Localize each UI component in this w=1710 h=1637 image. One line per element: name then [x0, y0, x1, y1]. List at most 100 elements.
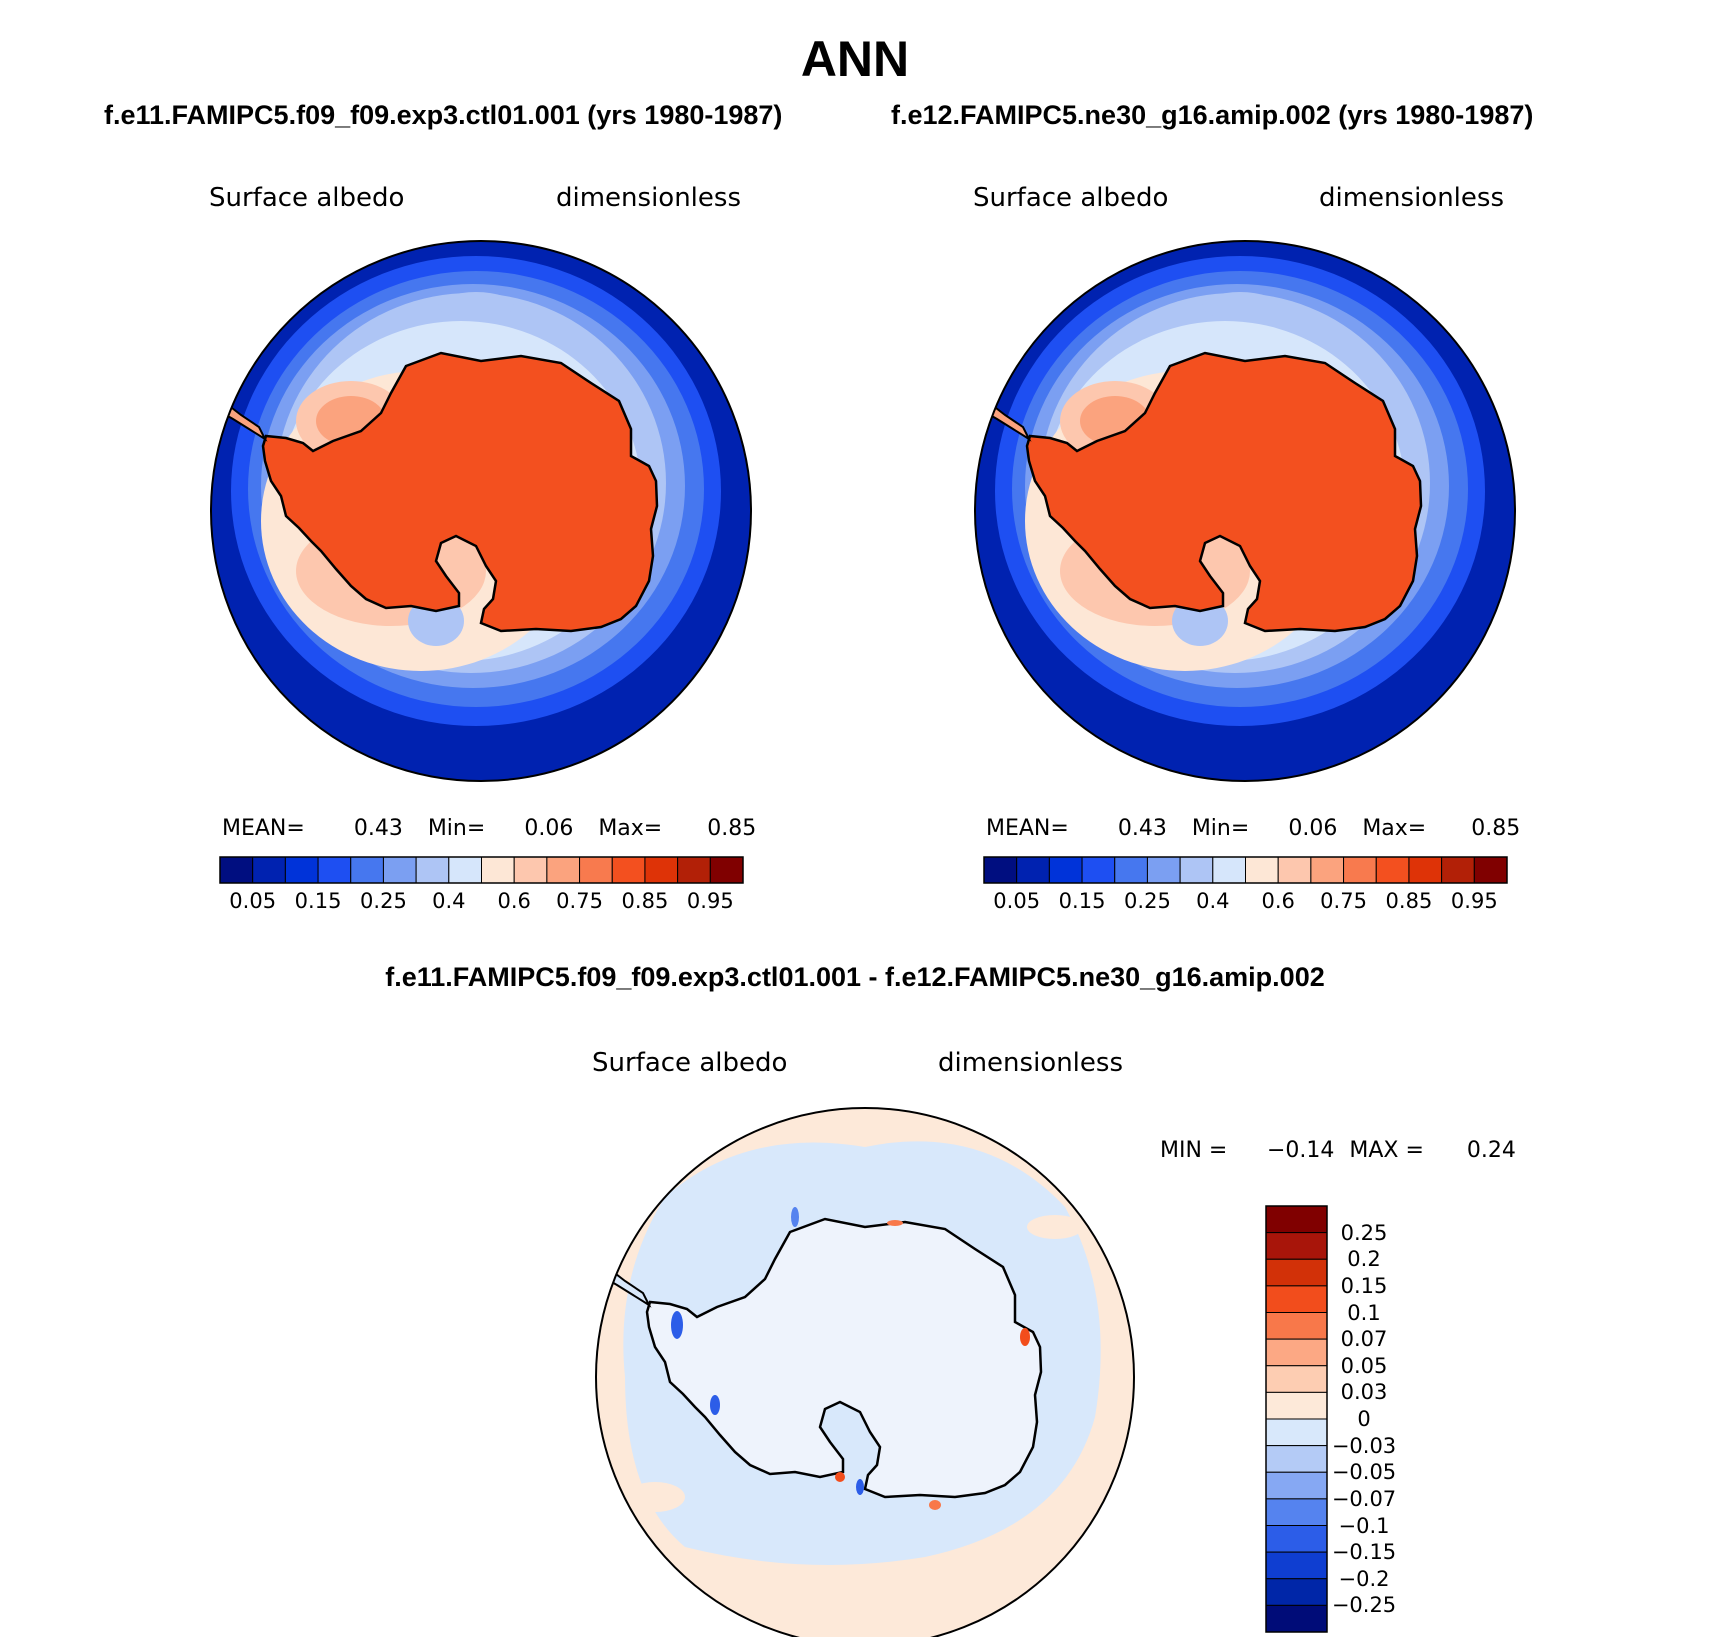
stats-right: MEAN= 0.43 Min= 0.06 Max= 0.85 — [986, 816, 1520, 841]
colorbar-swatch — [1265, 1578, 1328, 1606]
colorbar-swatch — [579, 856, 613, 884]
mean-label: MEAN= — [986, 816, 1069, 841]
case-title-left: f.e11.FAMIPC5.f09_f09.exp3.ctl01.001 (yr… — [104, 100, 783, 130]
page-title: ANN — [800, 31, 910, 87]
mean-value: 0.43 — [1117, 816, 1167, 841]
polar-map-right — [975, 241, 1515, 781]
colorbar-tick-label: 0.05 — [229, 889, 277, 913]
colorbar-swatch — [1408, 856, 1443, 884]
colorbar-swatch — [1265, 1258, 1328, 1287]
colorbar-tick-label: −0.03 — [1331, 1433, 1397, 1458]
colorbar-swatch — [1265, 1205, 1328, 1234]
colorbar-swatch — [415, 856, 450, 884]
colorbar-swatch — [382, 856, 417, 884]
colorbar-tick-label: 0.07 — [1340, 1327, 1388, 1352]
mean-label: MEAN= — [222, 816, 305, 841]
colorbar-tick-label: −0.25 — [1331, 1593, 1397, 1618]
colorbar-swatch — [1265, 1551, 1328, 1580]
colorbar-swatch — [983, 856, 1018, 884]
colorbar-tick-label: 0.6 — [1261, 889, 1295, 913]
colorbar-tick-label: −0.15 — [1331, 1540, 1397, 1565]
colorbar-tick-label: 0.85 — [1385, 889, 1433, 913]
colorbar-tick-label: 0.03 — [1340, 1380, 1388, 1405]
variable-label-difference: Surface albedo — [592, 1048, 788, 1078]
colorbar-tick-label: 0 — [1357, 1407, 1371, 1431]
colorbar-swatch — [1265, 1312, 1328, 1340]
colorbar-swatch — [317, 856, 352, 884]
colorbar-tick-label: 0.2 — [1347, 1247, 1381, 1272]
colorbar-swatch — [1081, 856, 1116, 884]
colorbar-swatch — [1114, 856, 1148, 884]
colorbar-tick-label: 0.05 — [993, 889, 1041, 913]
colorbar-swatch — [1265, 1604, 1328, 1633]
min-value: 0.06 — [524, 816, 574, 841]
colorbar-tick-label: 0.05 — [1340, 1353, 1388, 1378]
colorbar-outline — [219, 856, 744, 884]
colorbar-outline — [1265, 1205, 1328, 1633]
variable-label-right: Surface albedo — [973, 183, 1169, 213]
colorbar-tick-label: −0.07 — [1331, 1486, 1397, 1511]
colorbar-swatch — [1265, 1498, 1328, 1526]
colorbar-swatch — [1245, 856, 1279, 884]
colorbar-tick-label: 0.4 — [432, 889, 466, 913]
colorbar-tick-label: 0.25 — [1340, 1220, 1388, 1245]
colorbar-swatch — [1048, 856, 1083, 884]
colorbar-tick-label: 0.25 — [1124, 889, 1171, 913]
min-label: Min= — [1191, 816, 1250, 841]
colorbar-difference — [1265, 1205, 1328, 1633]
colorbar-swatch — [252, 856, 286, 884]
colorbar-tick-label: 0.25 — [360, 889, 407, 913]
colorbar-swatch — [1265, 1445, 1328, 1473]
colorbar-left — [219, 856, 744, 884]
colorbar-swatch — [1375, 856, 1410, 884]
colorbar-swatch — [1277, 856, 1312, 884]
colorbar-swatch — [1310, 856, 1345, 884]
colorbar-tick-label: 0.15 — [1340, 1273, 1388, 1298]
max-label: MAX = — [1349, 1138, 1424, 1163]
min-value: 0.06 — [1288, 816, 1338, 841]
colorbar-tick-label: 0.4 — [1196, 889, 1230, 913]
colorbar-swatch — [1265, 1338, 1328, 1367]
max-label: Max= — [598, 816, 663, 841]
colorbar-swatch — [709, 856, 744, 884]
colorbar-swatch — [1265, 1365, 1328, 1393]
min-value: −0.14 — [1266, 1138, 1335, 1163]
max-value: 0.85 — [707, 816, 757, 841]
stats-left: MEAN= 0.43 Min= 0.06 Max= 0.85 — [222, 816, 756, 841]
colorbar-tick-label: 0.6 — [497, 889, 531, 913]
colorbar-right — [983, 856, 1508, 884]
colorbar-outline — [983, 856, 1508, 884]
colorbar-swatch — [1146, 856, 1181, 884]
colorbar-swatch — [546, 856, 581, 884]
colorbar-tick-label: 0.85 — [621, 889, 669, 913]
colorbar-swatch — [1265, 1232, 1328, 1260]
colorbar-swatch — [284, 856, 319, 884]
colorbar-swatch — [1265, 1391, 1328, 1420]
colorbar-swatch — [448, 856, 482, 884]
colorbar-tick-label: −0.2 — [1338, 1566, 1390, 1591]
colorbar-swatch — [677, 856, 711, 884]
colorbar-swatch — [1016, 856, 1050, 884]
difference-title: f.e11.FAMIPC5.f09_f09.exp3.ctl01.001 - f… — [385, 962, 1325, 992]
colorbar-tick-label: 0.75 — [556, 889, 603, 913]
colorbar-swatch — [513, 856, 548, 884]
colorbar-swatch — [1265, 1471, 1328, 1500]
colorbar-swatch — [1343, 856, 1377, 884]
units-label-left: dimensionless — [556, 183, 741, 213]
max-value: 0.85 — [1471, 816, 1521, 841]
max-value: 0.24 — [1466, 1138, 1516, 1163]
variable-label-left: Surface albedo — [209, 183, 405, 213]
colorbar-swatch — [1473, 856, 1508, 884]
colorbar-tick-label: 0.1 — [1347, 1300, 1381, 1325]
units-label-difference: dimensionless — [938, 1048, 1123, 1078]
colorbar-swatch — [1265, 1525, 1328, 1553]
colorbar-tick-label: 0.15 — [294, 889, 342, 913]
max-label: Max= — [1362, 816, 1427, 841]
colorbar-tick-label: −0.05 — [1331, 1460, 1397, 1485]
colorbar-tick-label: 0.95 — [686, 889, 734, 913]
colorbar-tick-label: 0.15 — [1058, 889, 1106, 913]
colorbar-swatch — [611, 856, 646, 884]
colorbar-tick-label: 0.75 — [1320, 889, 1367, 913]
colorbar-swatch — [1179, 856, 1214, 884]
